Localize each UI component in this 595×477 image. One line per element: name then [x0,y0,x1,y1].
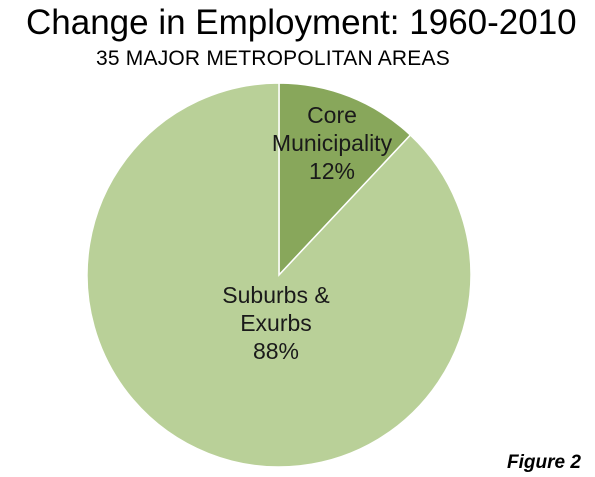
slice-label-1-line-3: 12% [309,158,355,184]
slice-label-1-line-1: Core [307,102,357,128]
pie-slice-2 [86,82,472,468]
pie-slice-1 [278,82,412,277]
slice-label-2-line-3: 88% [253,338,299,364]
slice-label-1: Core Municipality 12% [272,102,393,184]
slice-label-2-line-2: Exurbs [240,310,312,336]
chart-subtitle: 35 MAJOR METROPOLITAN AREAS [96,47,450,70]
slice-label-1-line-2: Municipality [272,130,393,156]
chart-title: Change in Employment: 1960-2010 [26,3,577,42]
figure-label: Figure 2 [507,452,581,473]
slice-label-2: Suburbs & Exurbs 88% [222,282,329,364]
slice-label-2-line-1: Suburbs & [222,282,329,308]
